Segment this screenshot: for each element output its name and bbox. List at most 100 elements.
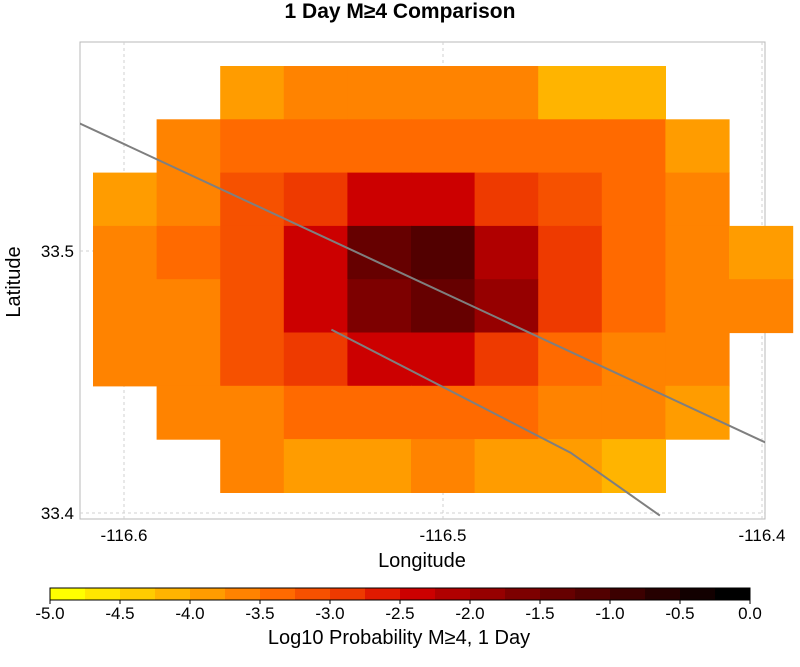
heatmap-cell <box>411 439 476 493</box>
heatmap-cell <box>729 225 794 280</box>
heatmap-cell <box>474 172 539 227</box>
x-axis-label: Longitude <box>378 550 466 572</box>
colorbar-segment <box>645 588 681 600</box>
heatmap-cell <box>538 439 603 493</box>
heatmap-cell <box>347 439 412 493</box>
colorbar-segment <box>120 588 156 600</box>
heatmap-cell <box>220 66 285 120</box>
colorbar-segment <box>260 588 296 600</box>
heatmap-cell <box>220 119 285 174</box>
heatmap-cell <box>220 439 285 493</box>
colorbar-segment <box>190 588 226 600</box>
heatmap-cell <box>601 332 666 387</box>
x-tick-label: -116.5 <box>420 526 467 545</box>
heatmap-cell <box>156 119 221 174</box>
colorbar-segment <box>680 588 716 600</box>
heatmap-cell <box>665 172 730 227</box>
heatmap-cell <box>283 119 348 174</box>
colorbar-segment <box>155 588 191 600</box>
heatmap-cell <box>156 332 221 387</box>
colorbar-segment <box>365 588 401 600</box>
heatmap-cell <box>93 225 158 280</box>
colorbar-tick-label: 0.0 <box>738 604 762 623</box>
colorbar-tick-label: -0.5 <box>665 604 694 623</box>
heatmap-cell <box>283 332 348 387</box>
colorbar-tick-label: -3.0 <box>315 604 344 623</box>
colorbar-tick-label: -2.5 <box>385 604 414 623</box>
heatmap-cell <box>411 66 476 120</box>
heatmap-cell <box>347 119 412 174</box>
heatmap-cell <box>411 332 476 387</box>
heatmap-cell <box>538 225 603 280</box>
y-tick-label: 33.5 <box>41 242 74 261</box>
heatmap-cell <box>156 385 221 440</box>
heatmap-cell <box>474 332 539 387</box>
heatmap-cell <box>474 439 539 493</box>
colorbar-segment <box>225 588 261 600</box>
heatmap-cell <box>601 225 666 280</box>
heatmap-cell <box>538 385 603 440</box>
heatmap-cell <box>665 279 730 334</box>
heatmap-cell <box>411 279 476 334</box>
colorbar-segment <box>575 588 611 600</box>
colorbar-segment <box>295 588 331 600</box>
heatmap-cell <box>220 385 285 440</box>
heatmap-cell <box>538 279 603 334</box>
colorbar-segment <box>610 588 646 600</box>
heatmap-cell <box>220 279 285 334</box>
heatmap-cell <box>474 225 539 280</box>
heatmap-cell <box>156 172 221 227</box>
heatmap-cell <box>729 279 794 334</box>
heatmap-cell <box>474 119 539 174</box>
colorbar-tick-label: -4.5 <box>105 604 134 623</box>
heatmap-cell <box>93 332 158 387</box>
heatmap-cell <box>474 66 539 120</box>
heatmap-cell <box>538 66 603 120</box>
heatmap-cell <box>601 279 666 334</box>
heatmap-cell <box>601 172 666 227</box>
axis-ticks: -116.6 -116.5 -116.4 33.5 33.4 <box>41 242 786 545</box>
heatmap-cell <box>665 119 730 174</box>
colorbar-tick-label: -4.0 <box>175 604 204 623</box>
heatmap-cell <box>93 172 158 227</box>
heatmap-cell <box>347 332 412 387</box>
chart-title: 1 Day M≥4 Comparison <box>285 0 516 23</box>
heatmap-cell <box>156 225 221 280</box>
heatmap-cell <box>283 225 348 280</box>
colorbar-tick-label: -1.0 <box>595 604 624 623</box>
x-tick-label: -116.6 <box>101 526 148 545</box>
colorbar-tick-label: -2.0 <box>455 604 484 623</box>
x-tick-label: -116.4 <box>739 526 786 545</box>
fault-lines <box>80 122 765 517</box>
heatmap-cell <box>601 385 666 440</box>
heatmap-cell <box>283 172 348 227</box>
colorbar-segment <box>330 588 366 600</box>
heatmap-cell <box>601 439 666 493</box>
colorbar-label: Log10 Probability M≥4, 1 Day <box>268 627 530 649</box>
colorbar: -5.0 -4.5 -4.0 -3.5 -3.0 -2.5 -2.0 -1.5 -1.0 -0.5… <box>35 587 762 623</box>
heatmap-cell <box>411 119 476 174</box>
heatmap-cell <box>347 172 412 227</box>
heatmap-cell <box>411 225 476 280</box>
colorbar-tick-label: -1.5 <box>525 604 554 623</box>
fault-line <box>330 328 661 517</box>
heatmap-cell <box>347 279 412 334</box>
y-tick-label: 33.4 <box>41 504 74 523</box>
colorbar-segment <box>435 588 471 600</box>
heatmap-cell <box>665 225 730 280</box>
colorbar-tick-label: -3.5 <box>245 604 274 623</box>
heatmap-cell <box>411 385 476 440</box>
colorbar-segment <box>715 588 751 600</box>
colorbar-segment <box>470 588 506 600</box>
heatmap-cell <box>220 332 285 387</box>
colorbar-tick-label: -5.0 <box>35 604 64 623</box>
heatmap-cell <box>601 66 666 120</box>
heatmap-cell <box>474 279 539 334</box>
heatmap-cell <box>283 66 348 120</box>
heatmap-cell <box>220 172 285 227</box>
heatmap-cell <box>283 385 348 440</box>
heatmap-cells <box>93 66 794 493</box>
heatmap-cell <box>283 279 348 334</box>
colorbar-segment <box>400 588 436 600</box>
